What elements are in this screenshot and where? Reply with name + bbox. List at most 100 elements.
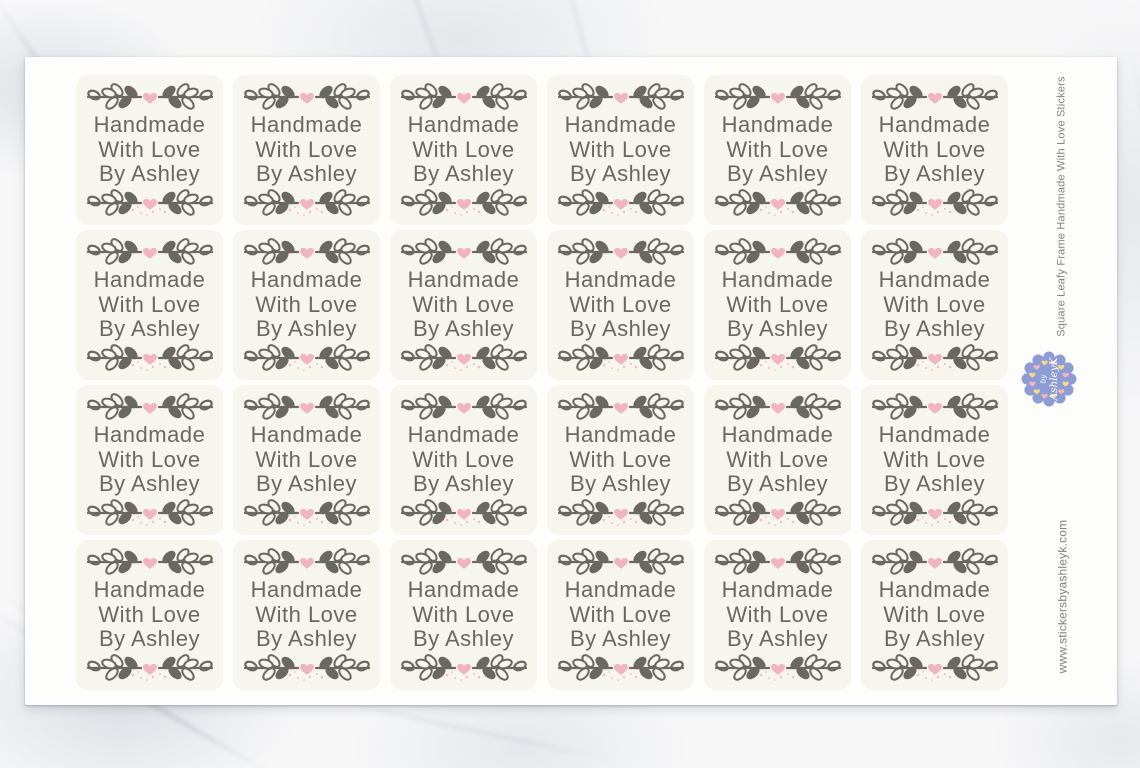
- leafy-divider-top-icon: [870, 391, 999, 422]
- sticker-line-3: By Ashley: [883, 161, 986, 187]
- sticker-line-3: By Ashley: [726, 161, 829, 187]
- marble-vein: [332, 698, 628, 766]
- sticker-line-2: With Love: [412, 601, 515, 627]
- sticker-text: Handmade With Love By Ashley: [564, 577, 677, 652]
- sticker-line-1: Handmade: [250, 112, 363, 138]
- badge-text-name: AshleyK: [1048, 356, 1060, 401]
- sticker-line-3: By Ashley: [412, 626, 515, 652]
- marble-vein: [1128, 43, 1140, 261]
- sticker: Handmade With Love By Ashley: [547, 230, 694, 380]
- leafy-divider-bottom-icon: [242, 187, 371, 218]
- sticker-text: Handmade With Love By Ashley: [250, 112, 363, 187]
- leafy-divider-top-icon: [399, 546, 528, 577]
- leafy-divider-top-icon: [713, 236, 842, 267]
- leafy-divider-bottom-icon: [713, 342, 842, 373]
- sticker-line-1: Handmade: [407, 267, 520, 293]
- sticker-line-1: Handmade: [721, 112, 834, 138]
- sticker: Handmade With Love By Ashley: [547, 540, 694, 690]
- sticker: Handmade With Love By Ashley: [233, 540, 380, 690]
- sticker: Handmade With Love By Ashley: [390, 385, 537, 535]
- sticker-line-3: By Ashley: [726, 471, 829, 497]
- sticker-line-1: Handmade: [721, 422, 834, 448]
- leafy-divider-bottom-icon: [85, 497, 214, 528]
- leafy-divider-bottom-icon: [242, 342, 371, 373]
- sticker-line-3: By Ashley: [255, 161, 358, 187]
- sticker-line-3: By Ashley: [412, 471, 515, 497]
- sticker-text: Handmade With Love By Ashley: [408, 112, 520, 187]
- leafy-divider-bottom-icon: [399, 497, 528, 528]
- sticker-line-3: By Ashley: [569, 471, 672, 497]
- leafy-divider-bottom-icon: [242, 497, 371, 528]
- sticker-line-3: By Ashley: [726, 316, 829, 342]
- sticker-line-2: With Love: [412, 136, 515, 162]
- sticker-line-2: With Love: [883, 446, 986, 472]
- sticker-line-1: Handmade: [564, 267, 677, 293]
- sticker-line-1: Handmade: [878, 267, 991, 293]
- sticker-line-3: By Ashley: [412, 316, 515, 342]
- sticker-line-3: By Ashley: [569, 161, 672, 187]
- sticker: Handmade With Love By Ashley: [390, 540, 537, 690]
- sticker-line-1: Handmade: [93, 577, 206, 603]
- sticker-line-2: With Love: [569, 136, 672, 162]
- sticker-line-2: With Love: [883, 601, 986, 627]
- sticker-text: Handmade With Love By Ashley: [93, 267, 206, 342]
- leafy-divider-top-icon: [242, 391, 371, 422]
- sticker-text: Handmade With Love By Ashley: [721, 112, 834, 187]
- sticker-line-2: With Love: [98, 136, 201, 162]
- sticker-text: Handmade With Love By Ashley: [94, 422, 206, 497]
- sticker-line-3: By Ashley: [726, 626, 829, 652]
- leafy-divider-bottom-icon: [713, 497, 842, 528]
- sticker-grid: Handmade With Love By Ashley Handmade Wi…: [76, 75, 1008, 690]
- sticker-line-2: With Love: [569, 601, 672, 627]
- sticker-line-3: By Ashley: [98, 316, 201, 342]
- leafy-divider-top-icon: [242, 546, 371, 577]
- sticker-sheet: Handmade With Love By Ashley Handmade Wi…: [25, 57, 1117, 705]
- sticker-line-2: With Love: [569, 291, 672, 317]
- sticker-text: Handmade With Love By Ashley: [879, 112, 991, 187]
- leafy-divider-top-icon: [556, 81, 685, 112]
- sticker-line-1: Handmade: [93, 267, 206, 293]
- leafy-divider-bottom-icon: [399, 652, 528, 683]
- sticker-line-3: By Ashley: [255, 316, 358, 342]
- sticker-text: Handmade With Love By Ashley: [407, 267, 520, 342]
- sticker: Handmade With Love By Ashley: [390, 75, 537, 225]
- leafy-divider-top-icon: [870, 546, 999, 577]
- sticker: Handmade With Love By Ashley: [233, 385, 380, 535]
- leafy-divider-top-icon: [242, 81, 371, 112]
- sticker-text: Handmade With Love By Ashley: [564, 422, 677, 497]
- brand-badge: by AshleyK: [1020, 350, 1078, 408]
- sticker: Handmade With Love By Ashley: [861, 385, 1008, 535]
- sticker-text: Handmade With Love By Ashley: [722, 267, 834, 342]
- sticker-line-2: With Love: [726, 446, 829, 472]
- sticker-line-2: With Love: [255, 136, 358, 162]
- sticker: Handmade With Love By Ashley: [76, 230, 223, 380]
- sticker-line-3: By Ashley: [98, 161, 201, 187]
- leafy-divider-bottom-icon: [399, 342, 528, 373]
- leafy-divider-top-icon: [713, 391, 842, 422]
- sticker-text: Handmade With Love By Ashley: [251, 422, 363, 497]
- sticker-line-1: Handmade: [564, 577, 677, 603]
- sticker-line-1: Handmade: [564, 112, 677, 138]
- sticker-text: Handmade With Love By Ashley: [408, 577, 520, 652]
- leafy-divider-top-icon: [85, 81, 214, 112]
- sticker-line-1: Handmade: [564, 422, 677, 448]
- sticker: Handmade With Love By Ashley: [233, 230, 380, 380]
- sticker-line-3: By Ashley: [883, 471, 986, 497]
- sticker-line-3: By Ashley: [569, 316, 672, 342]
- sticker-line-1: Handmade: [721, 577, 834, 603]
- sticker: Handmade With Love By Ashley: [233, 75, 380, 225]
- sticker-line-2: With Love: [255, 291, 358, 317]
- leafy-divider-top-icon: [399, 391, 528, 422]
- leafy-divider-bottom-icon: [870, 187, 999, 218]
- sticker-line-1: Handmade: [250, 577, 363, 603]
- leafy-divider-top-icon: [870, 236, 999, 267]
- sticker-text: Handmade With Love By Ashley: [564, 112, 677, 187]
- sticker: Handmade With Love By Ashley: [76, 385, 223, 535]
- leafy-divider-bottom-icon: [85, 187, 214, 218]
- sticker-text: Handmade With Love By Ashley: [879, 422, 991, 497]
- sticker-text: Handmade With Love By Ashley: [93, 577, 206, 652]
- leafy-divider-top-icon: [399, 81, 528, 112]
- sticker-text: Handmade With Love By Ashley: [721, 422, 834, 497]
- sticker: Handmade With Love By Ashley: [704, 540, 851, 690]
